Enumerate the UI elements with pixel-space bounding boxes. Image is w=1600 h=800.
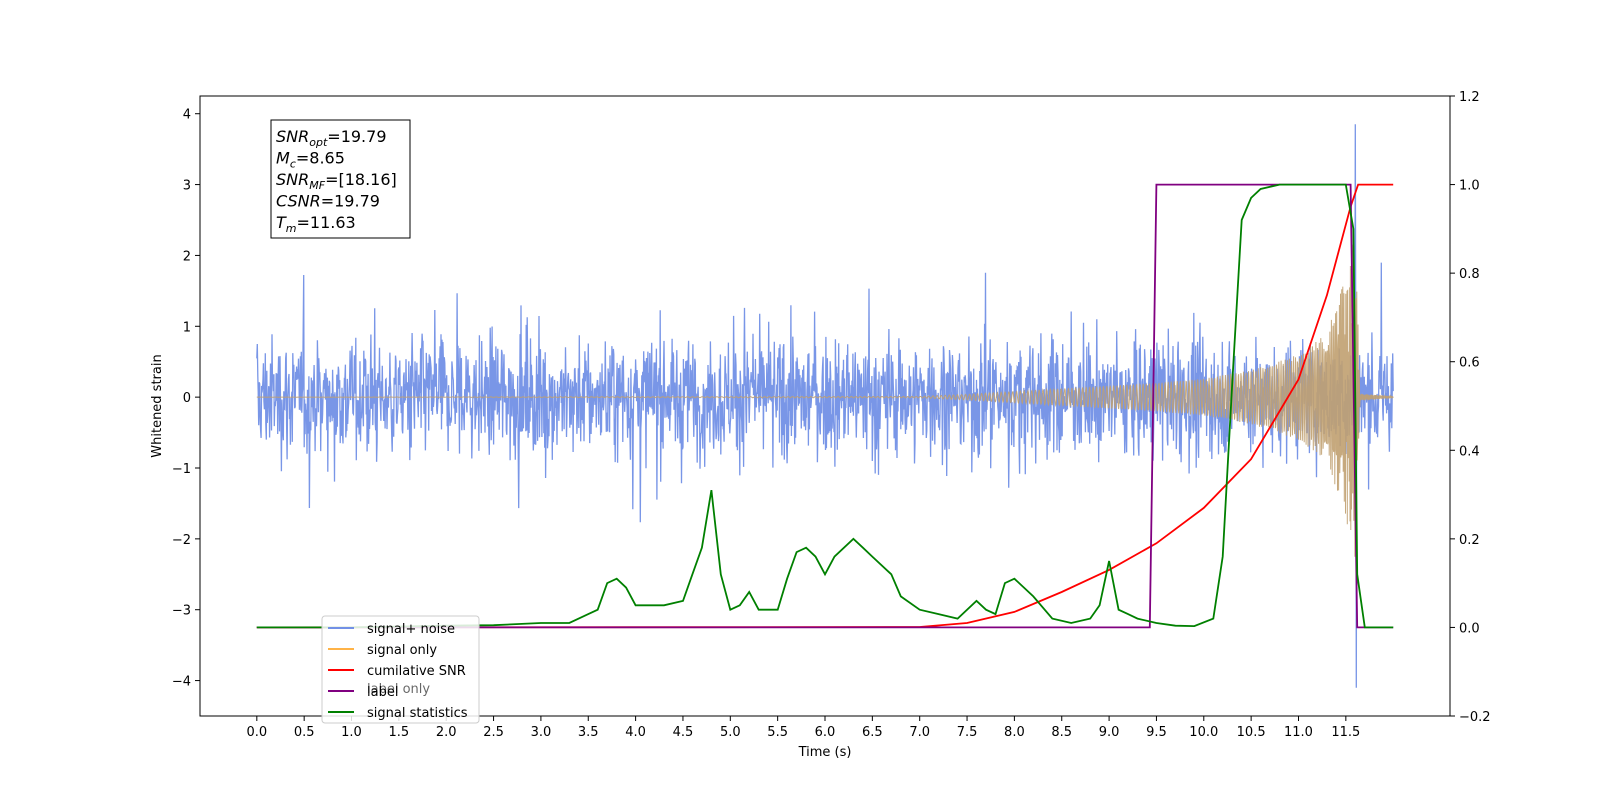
y-tick-label: −3 xyxy=(172,604,191,619)
x-tick-label: 0.5 xyxy=(294,725,315,740)
y-axis-label: Whitened strain xyxy=(150,354,165,457)
y-right-tick-label: 0.4 xyxy=(1459,444,1480,459)
series-cumilative-snr xyxy=(256,183,1394,629)
y-right-tick-label: −0.2 xyxy=(1459,710,1491,725)
series-label xyxy=(256,183,1394,629)
x-tick-label: 0.0 xyxy=(246,725,267,740)
legend-entry: signal+ noise xyxy=(367,622,455,637)
x-tick-label: 6.0 xyxy=(815,725,836,740)
series-signal-statistics xyxy=(256,183,1394,629)
annotation-frame xyxy=(270,119,411,239)
y-tick-label: −2 xyxy=(172,533,191,548)
y-tick-label: 1 xyxy=(183,320,191,335)
x-tick-label: 9.5 xyxy=(1146,725,1167,740)
x-tick-label: 9.0 xyxy=(1099,725,1120,740)
x-tick-label: 2.5 xyxy=(483,725,504,740)
x-tick-label: 4.0 xyxy=(625,725,646,740)
y-tick-label: 0 xyxy=(183,391,191,406)
x-tick-label: 10.0 xyxy=(1189,725,1218,740)
series-layer xyxy=(256,124,1394,688)
y-axis-ticks: 4 3 2 1 0 −1 −2 −3 −4 xyxy=(172,108,200,690)
annotation-line: Tm=11.63 xyxy=(276,213,356,235)
series-signal-noise xyxy=(256,124,1394,688)
legend-entry: signal statistics xyxy=(367,706,468,721)
annotation-line: SNRopt=19.79 xyxy=(276,127,387,149)
y-right-tick-label: 0.0 xyxy=(1459,621,1480,636)
x-tick-label: 5.0 xyxy=(720,725,741,740)
x-tick-label: 7.5 xyxy=(957,725,978,740)
annotation-line: Mc=8.65 xyxy=(276,149,345,171)
stats-annotation: SNRopt=19.79Mc=8.65SNRMF=[18.16]CSNR=19.… xyxy=(270,119,411,239)
y-right-tick-label: 0.6 xyxy=(1459,356,1480,371)
y-tick-label: 2 xyxy=(183,249,191,264)
x-tick-label: 8.0 xyxy=(1004,725,1025,740)
x-tick-label: 10.5 xyxy=(1237,725,1266,740)
x-tick-label: 3.5 xyxy=(578,725,599,740)
x-axis-ticks: 0.0 0.5 1.0 1.5 2.0 2.5 3.0 3.5 4.0 4.5 5.0 5.5 6.0 6… xyxy=(246,716,1360,740)
x-tick-label: 7.0 xyxy=(909,725,930,740)
x-tick-label: 5.5 xyxy=(767,725,788,740)
y-tick-label: 4 xyxy=(183,108,191,123)
y-tick-label: −4 xyxy=(172,675,191,690)
legend-entry: cumilative SNR xyxy=(367,664,466,679)
y-right-tick-label: 0.8 xyxy=(1459,267,1480,282)
y-right-tick-label: 1.2 xyxy=(1459,90,1480,105)
x-tick-label: 11.5 xyxy=(1331,725,1360,740)
legend-hidden-entry: label only xyxy=(367,682,430,697)
y-right-axis-ticks: 1.2 1.0 0.8 0.6 0.4 0.2 0.0 −0.2 xyxy=(1450,90,1491,725)
legend-entry: label xyxy=(367,685,398,700)
x-axis-label: Time (s) xyxy=(798,745,852,760)
annotation-line: SNRMF=[18.16] xyxy=(276,170,397,192)
x-tick-label: 3.0 xyxy=(531,725,552,740)
y-right-tick-label: 0.2 xyxy=(1459,533,1480,548)
y-tick-label: −1 xyxy=(172,462,191,477)
x-tick-label: 2.0 xyxy=(436,725,457,740)
x-tick-label: 1.0 xyxy=(341,725,362,740)
x-tick-label: 1.5 xyxy=(389,725,410,740)
legend-entry: signal only xyxy=(367,643,437,658)
legend-frame xyxy=(321,615,480,724)
series-signal-only xyxy=(256,244,1394,557)
x-tick-label: 11.0 xyxy=(1284,725,1313,740)
x-tick-label: 4.5 xyxy=(673,725,694,740)
x-tick-label: 6.5 xyxy=(862,725,883,740)
legend: label only signal+ noise signal only cumila… xyxy=(321,615,480,724)
x-tick-label: 8.5 xyxy=(1051,725,1072,740)
annotation-line: CSNR=19.79 xyxy=(276,192,380,211)
y-tick-label: 3 xyxy=(183,179,191,194)
y-right-tick-label: 1.0 xyxy=(1459,179,1480,194)
